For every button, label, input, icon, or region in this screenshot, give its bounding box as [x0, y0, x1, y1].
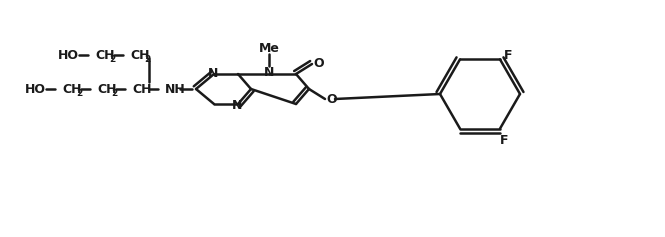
Text: N: N [264, 65, 274, 78]
Text: CH: CH [95, 49, 114, 61]
Text: HO: HO [57, 49, 78, 61]
Text: N: N [232, 99, 242, 111]
Text: O: O [314, 56, 325, 69]
Text: NH: NH [165, 82, 186, 96]
Text: 2: 2 [144, 55, 150, 64]
Text: 2: 2 [109, 55, 115, 64]
Text: F: F [500, 134, 508, 147]
Text: N: N [207, 67, 218, 79]
Text: 2: 2 [76, 88, 82, 97]
Text: CH: CH [132, 82, 152, 96]
Text: F: F [504, 49, 512, 62]
Text: HO: HO [25, 82, 45, 96]
Text: Me: Me [259, 41, 279, 55]
Text: 2: 2 [111, 88, 117, 97]
Text: CH: CH [130, 49, 150, 61]
Text: CH: CH [97, 82, 116, 96]
Text: O: O [327, 92, 337, 105]
Text: CH: CH [62, 82, 82, 96]
